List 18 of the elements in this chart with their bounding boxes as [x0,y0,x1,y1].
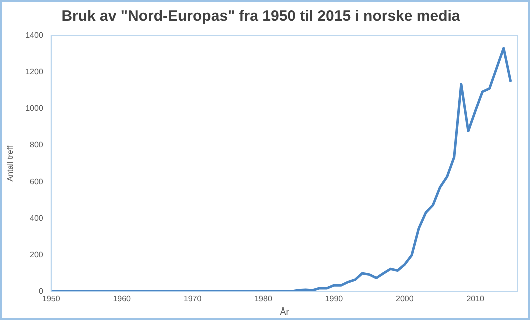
x-tick-label: 1950 [42,294,61,304]
x-tick-label: 2010 [466,294,486,304]
y-axis-title: Antall treff [6,145,16,182]
x-tick-label: 2000 [396,294,414,304]
x-tick-label: 1960 [113,294,132,304]
y-tick-label: 200 [30,250,44,260]
y-tick-label: 0 [38,286,44,296]
y-tick-label: 1400 [26,31,44,40]
x-axis-title: År [280,307,290,318]
y-tick-label: 1000 [26,104,44,114]
y-tick-label: 600 [30,177,44,186]
x-tick-label: 1980 [254,294,273,304]
y-tick-label: 800 [30,140,44,150]
y-tick-label: 400 [30,214,44,223]
y-tick-label: 1200 [26,68,44,77]
chart-title: Bruk av "Nord-Europas" fra 1950 til 2015 i norske media [62,8,461,26]
x-tick-label: 1970 [184,294,202,304]
x-tick-label: 1990 [325,294,344,304]
